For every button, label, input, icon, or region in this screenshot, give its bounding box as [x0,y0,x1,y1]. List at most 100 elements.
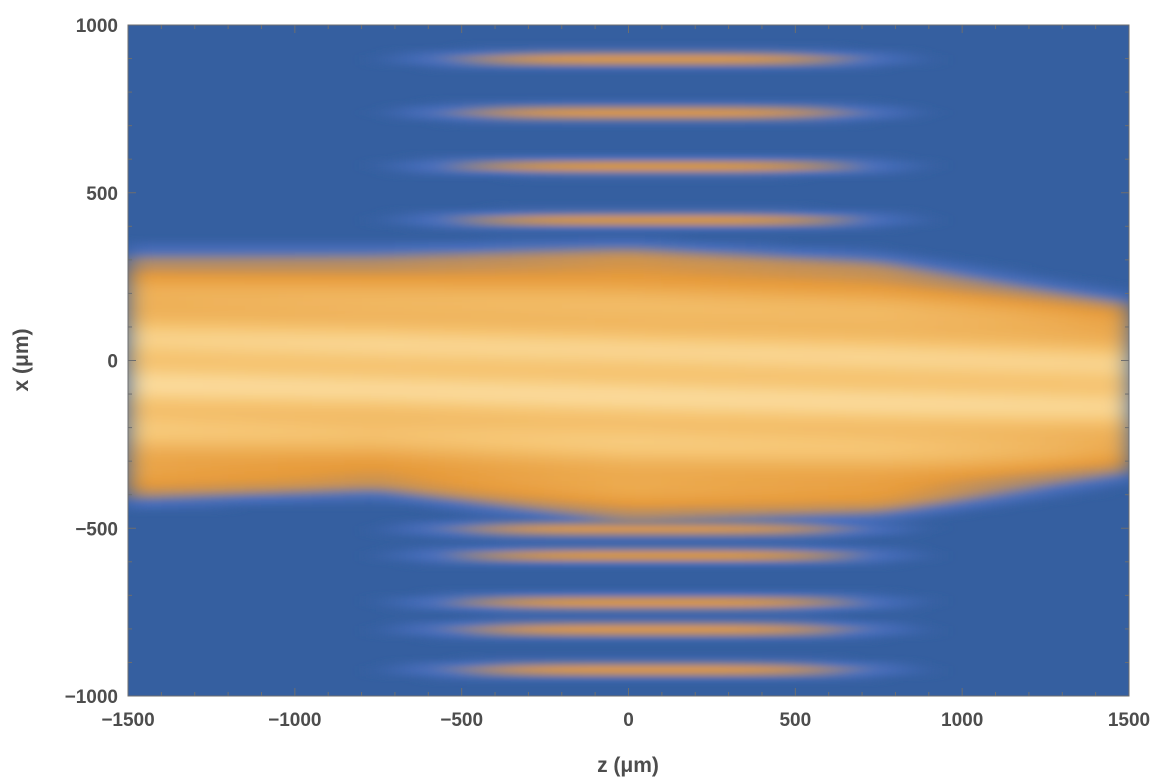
heatmap-cell [1078,360,1097,367]
heatmap-cell [495,670,513,677]
heatmap-cell [761,665,780,672]
heatmap-cell [611,470,630,477]
heatmap-cell [645,405,663,412]
heatmap-cell [194,500,213,507]
heatmap-cell [761,115,780,121]
x-tick-label: −1500 [101,710,154,731]
heatmap-cell [795,535,813,542]
heatmap-cell [228,305,246,312]
heatmap-cell [194,490,213,497]
heatmap-cell [378,165,396,171]
heatmap-cell [812,625,830,632]
heatmap-cell [1045,440,1063,447]
heatmap-cell [128,320,146,327]
heatmap-cell [795,65,813,71]
heatmap-cell [812,445,830,452]
heatmap-cell [161,405,179,412]
heatmap-cell [578,50,596,56]
heatmap-cell [962,455,980,462]
heatmap-cell [211,500,229,507]
heatmap-cell [995,330,1013,337]
heatmap-cell [328,420,346,427]
heatmap-cell [461,660,479,667]
heatmap-cell [244,280,263,286]
heatmap-cell [461,345,479,352]
heatmap-cell [995,485,1013,492]
heatmap-cell [478,155,496,161]
heatmap-cell [228,350,246,357]
heatmap-cell [628,115,646,121]
heatmap-cell [978,505,997,512]
heatmap-cell [444,285,463,291]
heatmap-cell [745,205,763,211]
heatmap-cell [545,415,563,422]
heatmap-cell [444,530,463,537]
heatmap-cell [545,635,563,642]
heatmap-cell [444,50,463,56]
heatmap-cell [244,255,263,261]
heatmap-cell [261,455,279,462]
heatmap-cell [728,430,746,437]
heatmap-cell [1028,485,1047,492]
heatmap-cell [511,360,529,367]
heatmap-cell [595,445,613,452]
heatmap-cell [895,305,913,312]
heatmap-cell [344,355,363,362]
heatmap-cell [995,470,1013,477]
heatmap-cell [611,340,630,347]
heatmap-cell [361,445,379,452]
heatmap-cell [311,430,329,437]
heatmap-cell [411,410,429,417]
heatmap-cell [761,410,780,417]
heatmap-cell [444,635,463,642]
heatmap-cell [1095,400,1113,407]
heatmap-cell [711,340,730,347]
heatmap-cell [828,245,846,251]
heatmap-cell [211,245,229,251]
heatmap-cell [928,345,947,352]
heatmap-cell [661,485,680,492]
heatmap-cell [845,660,863,667]
heatmap-cell [561,515,580,522]
heatmap-cell [645,45,663,51]
heatmap-cell [1045,415,1063,422]
heatmap-cell [344,480,363,487]
heatmap-cell [628,370,646,377]
heatmap-cell [461,535,479,542]
heatmap-cell [711,270,730,276]
heatmap-cell [862,490,880,497]
heatmap-cell [378,470,396,477]
heatmap-cell [1112,460,1129,467]
heatmap-cell [444,110,463,116]
heatmap-cell [595,210,613,216]
heatmap-cell [661,315,680,322]
heatmap-cell [228,355,246,362]
heatmap-cell [545,420,563,427]
heatmap-cell [178,415,196,422]
heatmap-cell [928,440,947,447]
heatmap-cell [962,480,980,487]
heatmap-cell [678,620,696,627]
heatmap-cell [1095,460,1113,467]
heatmap-cell [278,320,296,327]
heatmap-cell [728,615,746,622]
heatmap-cell [478,235,496,241]
heatmap-cell [645,485,663,492]
heatmap-cell [728,105,746,111]
heatmap-cell [178,290,196,297]
heatmap-cell [995,360,1013,367]
heatmap-cell [244,285,263,291]
heatmap-cell [645,320,663,327]
heatmap-cell [695,175,713,181]
heatmap-cell [962,345,980,352]
heatmap-cell [495,170,513,176]
heatmap-cell [645,335,663,342]
heatmap-cell [294,335,313,342]
heatmap-cell [1012,420,1030,427]
heatmap-cell [144,275,162,281]
heatmap-cell [978,425,997,432]
heatmap-cell [478,335,496,342]
heatmap-cell [795,310,813,317]
heatmap-cell [528,445,546,452]
heatmap-cell [244,310,263,317]
